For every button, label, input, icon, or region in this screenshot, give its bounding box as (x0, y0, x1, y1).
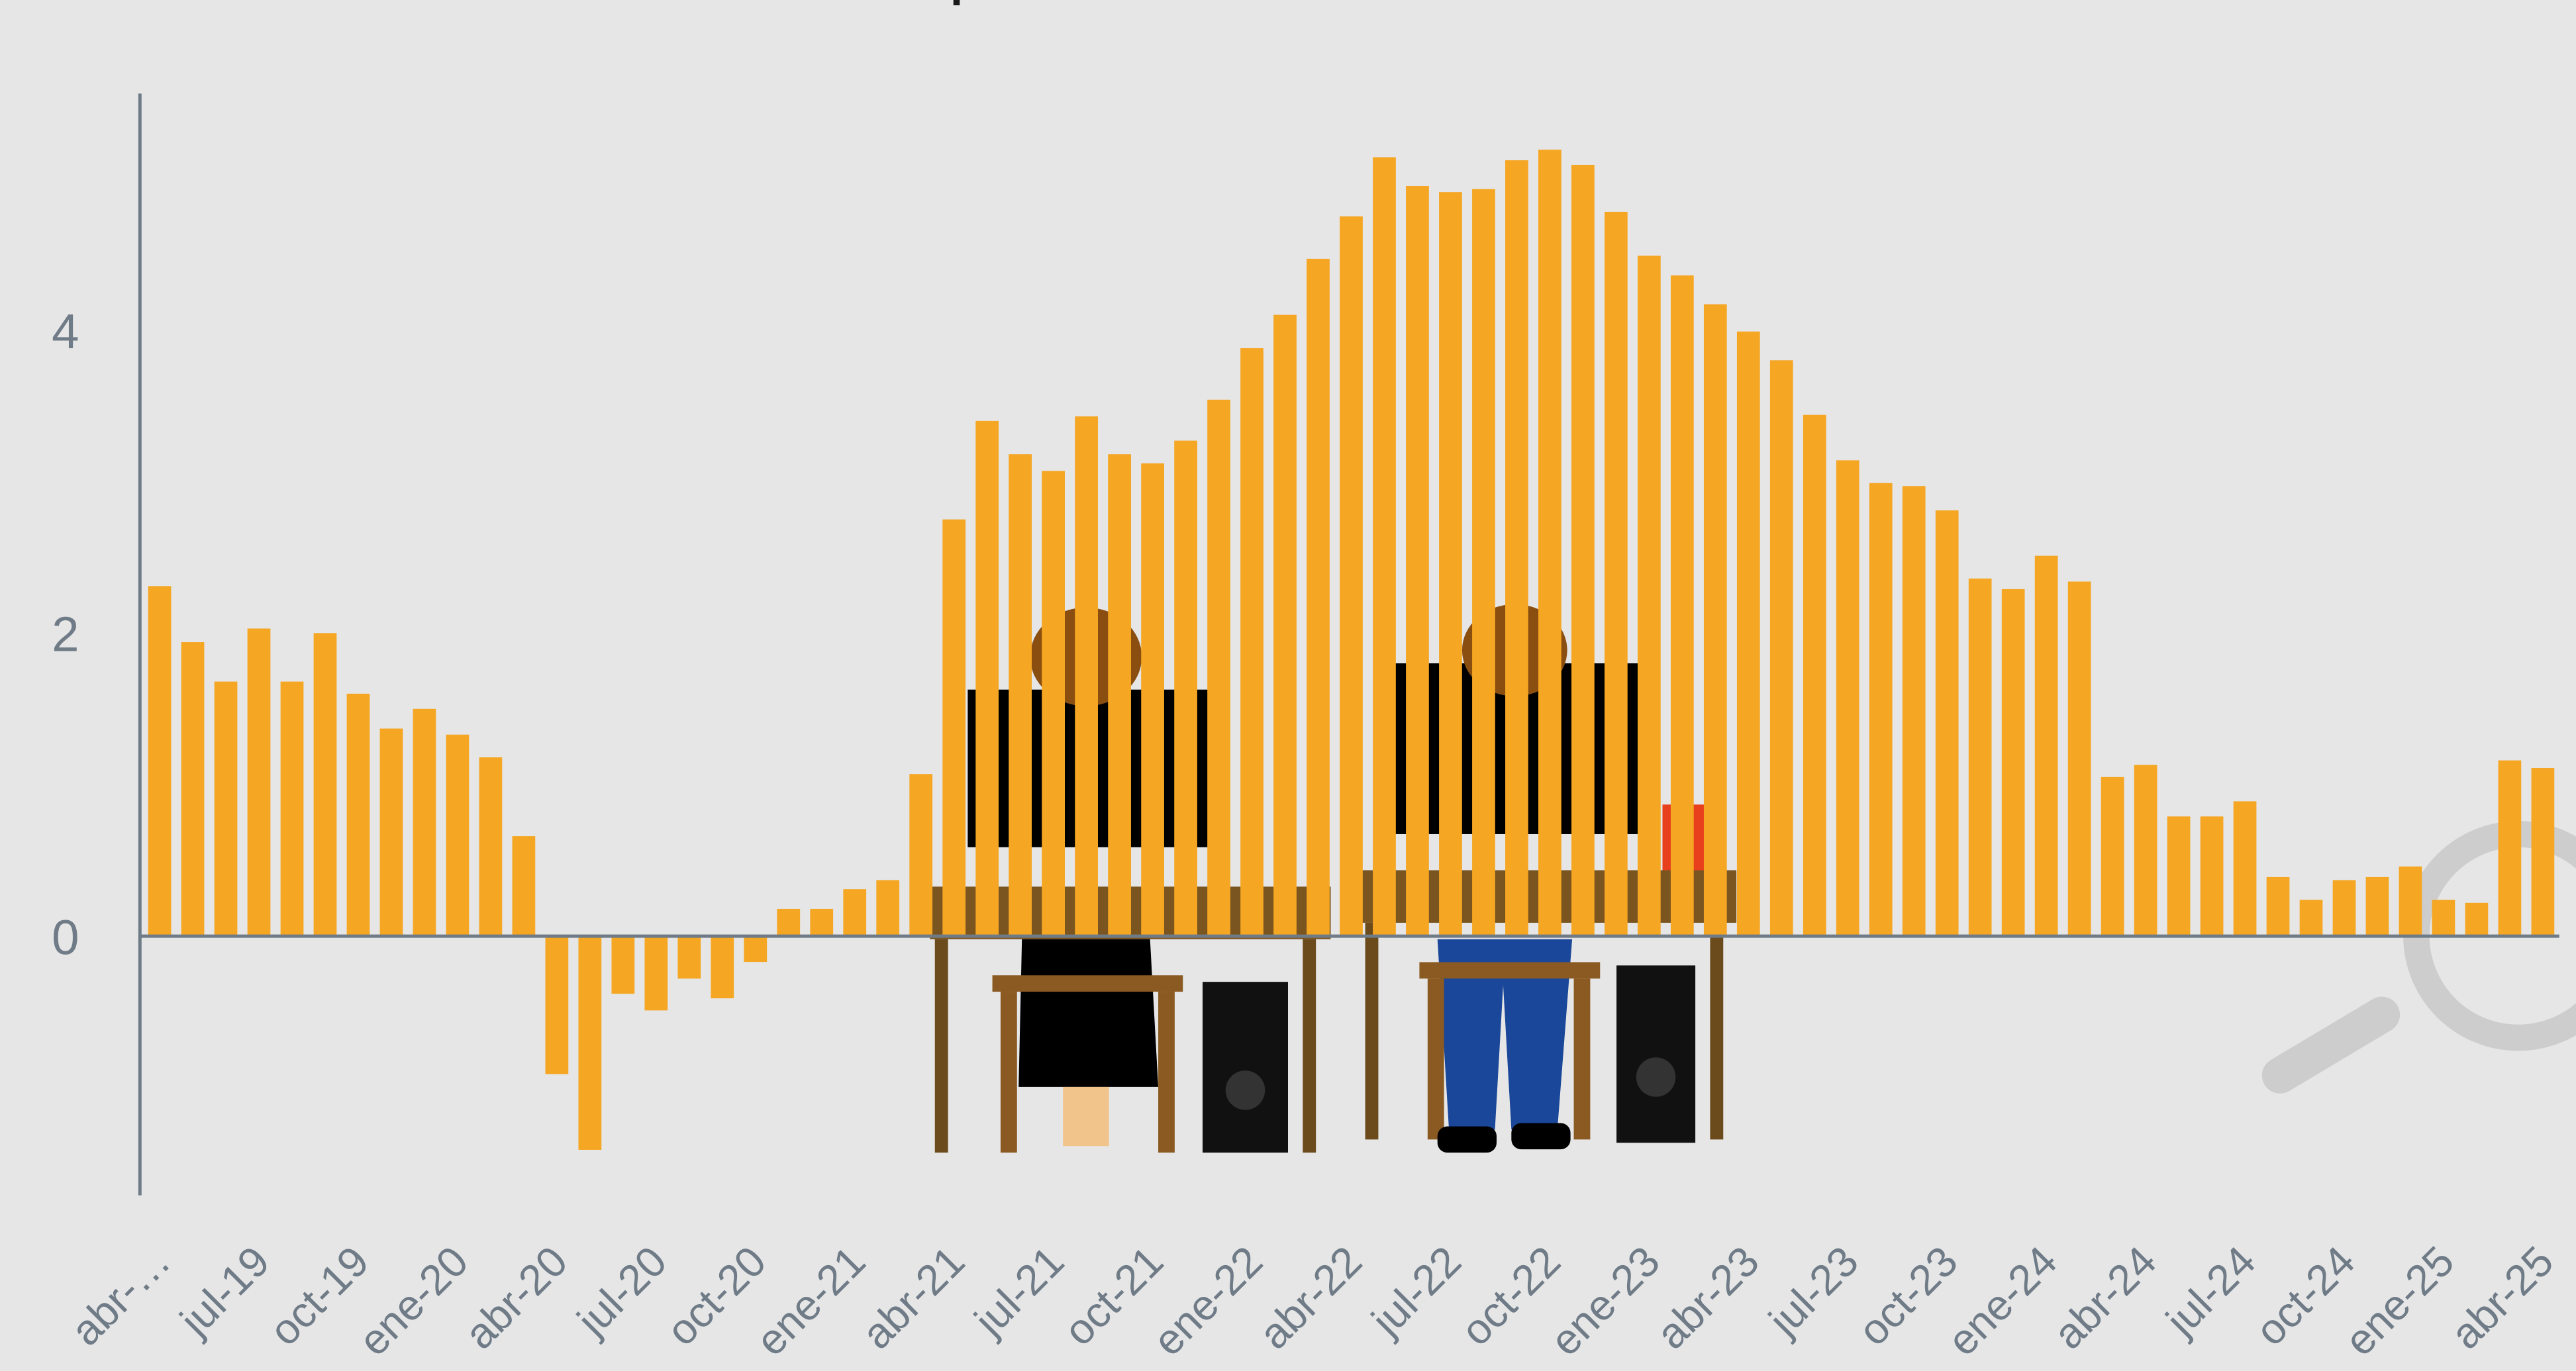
bar (545, 936, 569, 1074)
bar (446, 734, 470, 937)
bar (1803, 414, 1826, 937)
bar (280, 681, 304, 937)
bar (810, 908, 834, 937)
bar (1836, 460, 1859, 937)
bar (413, 708, 436, 937)
bar (1042, 471, 1065, 937)
bar (1009, 454, 1032, 937)
bar (2432, 900, 2455, 937)
bar (214, 681, 238, 937)
bar (942, 519, 966, 937)
bar (1075, 416, 1098, 937)
bar (2365, 876, 2389, 937)
bar (1571, 164, 1595, 937)
bar (1174, 440, 1197, 937)
bar (1307, 258, 1330, 937)
bar (1406, 186, 1429, 937)
bar (611, 936, 635, 994)
bar (2167, 816, 2191, 937)
bar (578, 936, 602, 1150)
bar (1141, 463, 1164, 937)
bar (1670, 275, 1694, 937)
bar (346, 693, 370, 937)
bar (644, 936, 668, 1011)
bar (843, 889, 867, 937)
bar (247, 628, 271, 937)
bar (1340, 216, 1363, 937)
bar (1869, 483, 1893, 937)
bar (2101, 777, 2124, 937)
bar (975, 420, 999, 937)
chart-title: Los empleos de la nueva revolución (711, 0, 1864, 6)
bar (876, 880, 900, 937)
bar (2399, 866, 2422, 937)
bar (148, 586, 172, 937)
bar (1769, 360, 1793, 937)
bar (2299, 900, 2323, 937)
bar (512, 836, 536, 937)
bar (2266, 876, 2290, 937)
bars (148, 150, 2555, 1150)
bar (181, 642, 205, 937)
bar (1240, 348, 1263, 937)
bar (909, 774, 933, 937)
bar (1538, 150, 1561, 937)
bar (1736, 331, 1760, 937)
bar (2134, 765, 2157, 937)
bar (2067, 581, 2091, 937)
bar (1373, 157, 1396, 937)
bar (2531, 768, 2555, 937)
y-tick-label: 0 (52, 910, 79, 965)
bar (2034, 555, 2058, 937)
bar (2465, 902, 2489, 937)
bar (1207, 399, 1230, 937)
bar (1902, 486, 1926, 937)
y-tick-label: 2 (52, 607, 79, 662)
bar (1703, 304, 1727, 937)
bar (2233, 801, 2257, 937)
bar (677, 936, 701, 979)
y-tick-label: 4 (52, 304, 79, 359)
bar (2001, 589, 2025, 937)
bar (777, 908, 801, 937)
bar (1108, 454, 1131, 937)
bar (744, 936, 768, 963)
bar (2200, 816, 2224, 937)
bar (1935, 510, 1959, 937)
bar (313, 633, 337, 937)
bar (1604, 211, 1628, 937)
bar (2498, 760, 2522, 937)
bar (1439, 192, 1462, 937)
bar (2332, 880, 2356, 937)
bar (1472, 189, 1495, 937)
bar (1505, 160, 1528, 937)
bar (1273, 314, 1297, 937)
bar (379, 728, 403, 937)
bar (711, 936, 734, 999)
bar (1968, 578, 1992, 937)
bar (479, 757, 503, 937)
bar (1637, 256, 1661, 937)
